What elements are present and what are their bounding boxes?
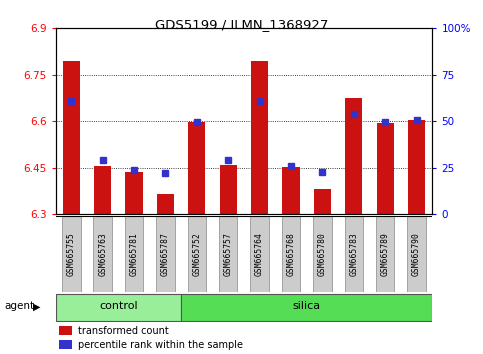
- Bar: [62, 216, 81, 292]
- Bar: [63, 61, 80, 214]
- Bar: [344, 216, 363, 292]
- Bar: [156, 216, 175, 292]
- Bar: [59, 326, 72, 335]
- Text: GSM665787: GSM665787: [161, 232, 170, 276]
- Bar: [282, 216, 300, 292]
- Bar: [188, 122, 205, 214]
- Text: GSM665757: GSM665757: [224, 232, 233, 276]
- Text: ▶: ▶: [33, 302, 41, 312]
- Text: control: control: [99, 302, 138, 312]
- Bar: [250, 216, 269, 292]
- Text: GSM665783: GSM665783: [349, 232, 358, 276]
- Bar: [59, 340, 72, 349]
- Bar: [125, 216, 143, 292]
- Text: GSM665764: GSM665764: [255, 232, 264, 276]
- Text: GSM665755: GSM665755: [67, 232, 76, 276]
- Bar: [313, 216, 332, 292]
- Bar: [181, 293, 432, 321]
- Text: GSM665763: GSM665763: [98, 232, 107, 276]
- Bar: [345, 98, 362, 214]
- Text: GSM665789: GSM665789: [381, 232, 390, 276]
- Bar: [94, 166, 111, 214]
- Text: percentile rank within the sample: percentile rank within the sample: [78, 340, 243, 350]
- Text: GSM665790: GSM665790: [412, 232, 421, 276]
- Bar: [251, 61, 268, 214]
- Bar: [187, 216, 206, 292]
- Text: GSM665768: GSM665768: [286, 232, 296, 276]
- Bar: [126, 172, 142, 214]
- Bar: [283, 167, 299, 214]
- Bar: [408, 120, 425, 214]
- Bar: [56, 293, 181, 321]
- Text: silica: silica: [293, 302, 321, 312]
- Bar: [93, 216, 112, 292]
- Bar: [219, 216, 238, 292]
- Text: GSM665780: GSM665780: [318, 232, 327, 276]
- Bar: [377, 123, 394, 214]
- Text: agent: agent: [5, 302, 35, 312]
- Bar: [376, 216, 395, 292]
- Bar: [157, 194, 174, 214]
- Bar: [314, 189, 331, 214]
- Text: GSM665752: GSM665752: [192, 232, 201, 276]
- Bar: [407, 216, 426, 292]
- Text: GDS5199 / ILMN_1368927: GDS5199 / ILMN_1368927: [155, 18, 328, 31]
- Bar: [220, 165, 237, 214]
- Text: GSM665781: GSM665781: [129, 232, 139, 276]
- Text: transformed count: transformed count: [78, 326, 169, 336]
